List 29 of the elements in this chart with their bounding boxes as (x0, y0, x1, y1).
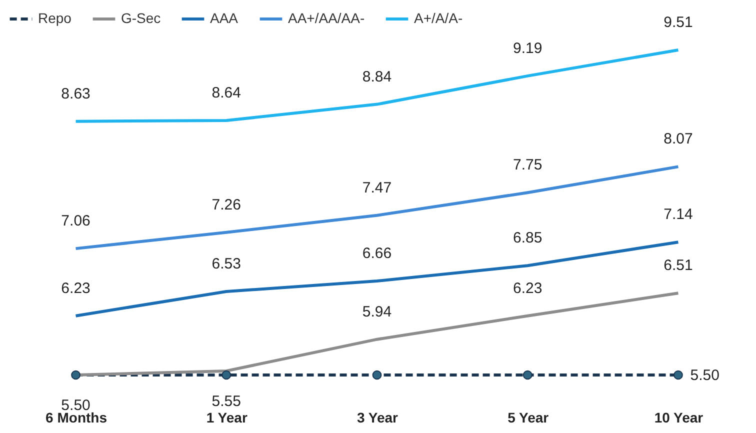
data-label: 9.19 (513, 40, 542, 57)
data-label: 6.85 (513, 230, 542, 247)
x-tick-label: 1 Year (206, 410, 248, 426)
data-label: 8.63 (61, 85, 90, 102)
legend-label: Repo (38, 10, 72, 26)
data-label: 7.47 (362, 179, 392, 196)
data-label: 9.51 (664, 14, 693, 31)
data-label: 5.50 (690, 367, 720, 384)
legend-label: AA+/AA/AA- (288, 10, 365, 26)
data-label: 7.75 (513, 156, 542, 174)
data-label: 8.07 (664, 130, 693, 148)
data-label: 6.66 (362, 244, 392, 262)
data-label: 6.51 (664, 257, 693, 274)
x-tick-label: 5 Year (508, 410, 550, 426)
legend-label: AAA (210, 10, 239, 26)
legend-label: A+/A/A- (414, 10, 463, 26)
data-label: 6.53 (212, 256, 241, 273)
data-label: 6.23 (513, 280, 542, 297)
data-label: 7.14 (664, 206, 693, 224)
data-label: 5.55 (212, 392, 241, 410)
x-tick-label: 10 Year (654, 410, 704, 426)
data-label: 7.06 (61, 212, 90, 230)
data-label: 8.84 (362, 68, 392, 86)
data-label: 5.94 (362, 303, 392, 320)
data-label: 7.26 (212, 196, 241, 214)
x-tick-label: 3 Year (356, 410, 399, 426)
data-label: 6.23 (61, 280, 90, 297)
legend-label: G-Sec (121, 10, 161, 26)
data-label: 8.64 (212, 84, 241, 102)
